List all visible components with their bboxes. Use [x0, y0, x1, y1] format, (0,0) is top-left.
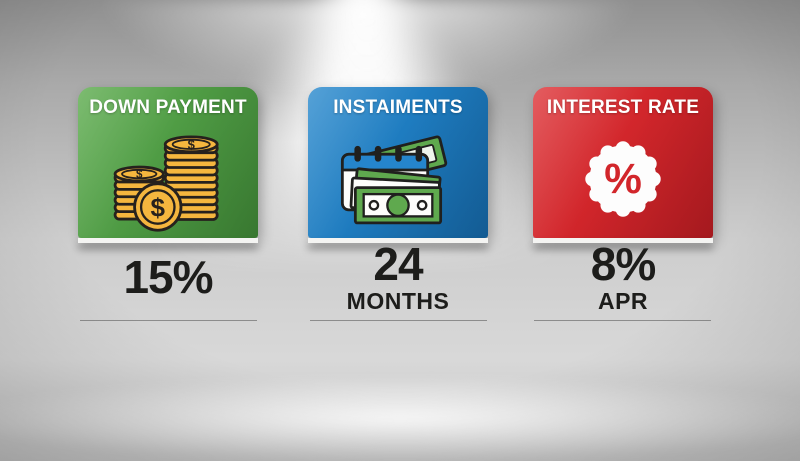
coins-stack-icon: $ $ $	[113, 135, 219, 232]
divider-line	[80, 320, 257, 321]
divider-line	[310, 320, 487, 321]
card-interest-rate: INTEREST RATE %	[533, 87, 713, 243]
coin-dollar-glyph: $	[151, 192, 166, 222]
down-payment-value: 15%	[123, 251, 213, 304]
coin-dollar-glyph: $	[188, 137, 196, 152]
down-payment-readout: 15%	[78, 243, 258, 313]
interest-rate-value: 8%	[590, 238, 656, 291]
divider-line	[534, 320, 711, 321]
card-interest-rate-title: INTEREST RATE	[546, 97, 700, 118]
calendar-banknotes-icon	[340, 135, 448, 225]
card-down-payment-title: DOWN PAYMENT	[89, 97, 247, 118]
card-instalments-title: INSTAIMENTS	[333, 97, 463, 118]
card-instalments: INSTAIMENTS	[308, 87, 488, 243]
coin-dollar-glyph: $	[136, 168, 143, 181]
interest-rate-readout: 8% APR	[533, 238, 713, 314]
instalments-value: 24	[373, 238, 423, 291]
percent-glyph: %	[604, 155, 642, 202]
interest-rate-unit: APR	[597, 287, 649, 314]
card-down-payment: DOWN PAYMENT $	[78, 87, 258, 243]
percent-badge-icon: %	[585, 141, 661, 217]
floor-highlight	[0, 330, 800, 461]
instalments-readout: 24 MONTHS	[308, 238, 488, 314]
instalments-unit: MONTHS	[346, 287, 450, 314]
